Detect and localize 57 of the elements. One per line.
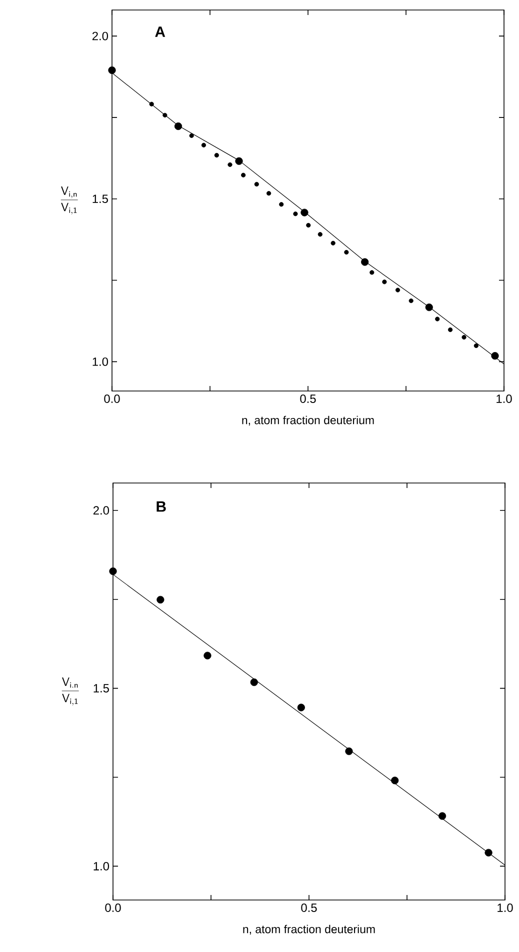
x-axis-title: n, atom fraction deuterium [243,924,375,935]
point [491,352,499,360]
point [345,747,353,756]
y-tick-label: 2.0 [92,32,108,40]
point [435,316,440,322]
y-tick-label: 2.0 [93,506,110,515]
point [448,327,453,332]
point [318,232,322,237]
point [149,102,154,106]
point [162,112,168,118]
point [235,157,243,165]
point [250,678,258,686]
point [425,304,433,312]
point [254,182,259,187]
point [189,133,194,138]
point [108,66,116,74]
point [395,288,400,292]
point [201,142,206,148]
y-tick-label: 1.0 [94,862,110,870]
point [156,596,164,604]
y-tick-label: 1.5 [92,194,108,204]
point [330,240,336,246]
x-tick-label: 0.5 [301,904,317,912]
point [214,152,219,158]
point [228,162,232,167]
point [438,812,446,820]
point [241,172,246,178]
point [306,222,311,228]
text: A [155,26,166,37]
x-axis-title: n, atom fraction deuterium [242,416,374,426]
point [462,334,466,340]
text: B [156,501,166,512]
point [266,191,272,196]
x-tick-label: 1.0 [496,394,512,403]
point [382,280,387,284]
y-tick-label: 1.5 [94,684,109,692]
y-axis-title: $\frac{\mathsf{V}_{\mathsf{i.n}}}{\mathsf{V}_{\mathsf{i,1}}}$ [62,678,79,706]
point [408,298,414,304]
x-tick-label: 1.0 [498,904,513,912]
point [391,776,399,784]
point [370,270,374,275]
point [484,848,492,856]
x-tick-label: 0.0 [105,904,121,912]
point [361,258,369,266]
point [109,567,117,576]
y-axis-title: $\frac{\mathsf{V}_{\mathsf{i,n}}}{\mathsf{V}_{\mathsf{i,1}}}$ [60,186,78,214]
x-tick-label: 0.5 [300,394,316,403]
point [174,122,182,130]
point [474,343,478,348]
point [279,202,284,207]
point [344,250,349,255]
point [293,212,298,216]
point [300,208,308,216]
point [204,652,212,660]
y-tick-label: 1.0 [92,357,108,366]
x-tick-label: 0.0 [104,394,120,403]
point [297,704,305,712]
